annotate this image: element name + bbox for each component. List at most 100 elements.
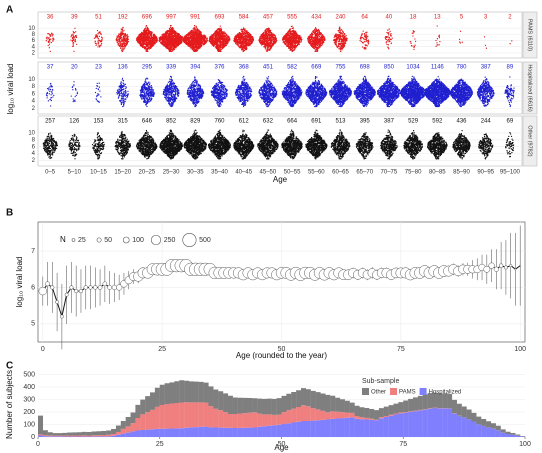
bar-segment	[145, 412, 151, 430]
bar-segment	[198, 402, 204, 427]
bar-segment	[101, 436, 107, 437]
legend-symbol	[96, 237, 102, 243]
bar-segment	[47, 435, 53, 437]
bar-segment	[305, 406, 311, 421]
bar-segment	[408, 411, 414, 437]
bar-segment	[393, 414, 399, 437]
count-label: 136	[118, 65, 129, 71]
bar-segment	[91, 436, 97, 437]
bar-segment	[315, 420, 321, 437]
count-label: 64	[361, 15, 368, 21]
swarm-group	[158, 25, 184, 53]
count-label: 376	[214, 65, 225, 71]
bar-segment	[135, 418, 141, 431]
bar-segment	[188, 381, 194, 403]
mean-point	[74, 289, 79, 294]
count-label: 513	[335, 119, 346, 125]
legend-label: 100	[132, 237, 144, 244]
swarm-group	[45, 82, 55, 107]
bar-segment	[486, 427, 492, 437]
count-label: 315	[118, 119, 129, 125]
bar-segment	[42, 435, 48, 437]
swarm-group	[435, 25, 441, 47]
bar-segment	[91, 431, 97, 436]
bar-segment	[62, 432, 68, 436]
x-axis-label: Age (rounded to the year)	[236, 351, 328, 360]
bar-segment	[364, 417, 370, 420]
bar-segment	[223, 393, 229, 413]
bar-segment	[174, 403, 180, 429]
bar-segment	[461, 417, 467, 437]
legend-label: 250	[164, 237, 176, 244]
bar-segment	[296, 390, 302, 407]
bar-segment	[227, 427, 233, 437]
mean-point	[69, 285, 74, 290]
bar-segment	[120, 421, 126, 429]
bar-segment	[232, 428, 238, 437]
bar-segment	[403, 412, 409, 413]
bar-segment	[159, 384, 165, 405]
count-label: 592	[432, 119, 443, 125]
bar-segment	[310, 420, 316, 437]
swarm-group	[328, 75, 353, 108]
bar-segment	[159, 428, 165, 437]
bar-segment	[335, 397, 341, 412]
count-label: 69	[507, 119, 514, 125]
bar-segment	[42, 436, 48, 437]
swarm-group	[384, 28, 393, 50]
count-label: 693	[214, 15, 225, 21]
bar-segment	[130, 423, 136, 432]
bar-segment	[86, 435, 92, 437]
bar-segment	[291, 408, 297, 423]
strip-label: PAMS (6110)	[527, 19, 533, 51]
bar-segment	[154, 428, 160, 437]
swarm-group	[207, 129, 231, 160]
bar-segment	[252, 427, 258, 437]
bar-segment	[174, 428, 180, 437]
count-label: 1034	[406, 65, 420, 71]
swarm-group	[70, 81, 79, 103]
count-label: 2	[508, 15, 512, 21]
bar-segment	[320, 393, 326, 411]
strip	[522, 11, 538, 59]
bar-segment	[398, 402, 404, 413]
bar-segment	[515, 434, 521, 436]
bar-segment	[159, 405, 165, 429]
row-panel	[37, 61, 523, 115]
bar-segment	[315, 409, 321, 421]
count-label: 20	[71, 65, 78, 71]
y-tick-label: 2	[32, 50, 36, 56]
bar-segment	[130, 412, 136, 424]
mean-point	[38, 286, 47, 296]
bar-segment	[466, 409, 472, 420]
x-tick-label: 50–55	[284, 170, 301, 176]
legend-symbol	[150, 234, 162, 246]
count-label: 18	[410, 15, 417, 21]
count-label: 295	[142, 65, 153, 71]
bar-segment	[257, 426, 263, 437]
bar-segment	[300, 405, 306, 421]
bar-segment	[164, 404, 170, 429]
bar-segment	[86, 432, 92, 436]
y-axis-label: log₁₀ viral load	[15, 257, 24, 308]
bar-segment	[305, 421, 311, 437]
swarm-group	[70, 27, 78, 52]
bar-segment	[213, 408, 219, 428]
y-tick-label: 500	[23, 371, 35, 378]
bar-segment	[57, 435, 63, 437]
count-label: 829	[190, 119, 201, 125]
swarm-group	[305, 75, 328, 108]
strip	[522, 115, 538, 167]
bar-segment	[101, 431, 107, 435]
bar-segment	[510, 433, 516, 435]
swarm-group	[115, 26, 130, 53]
count-label: 37	[47, 65, 54, 71]
bar-segment	[174, 381, 180, 403]
swarm-group	[233, 129, 255, 160]
x-tick-label: 10–15	[90, 170, 107, 176]
count-label: 669	[311, 65, 322, 71]
y-tick-label: 300	[23, 396, 35, 403]
bar-segment	[422, 394, 428, 410]
